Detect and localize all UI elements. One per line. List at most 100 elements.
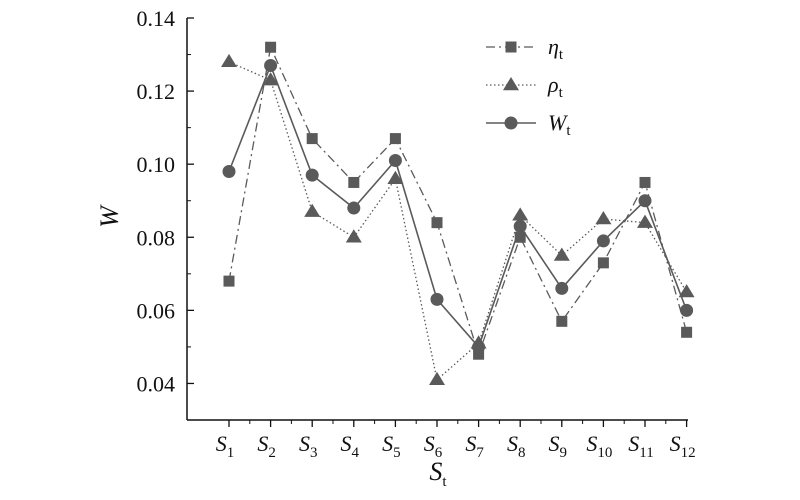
x-tick-label-main: S	[257, 431, 268, 456]
data-point-square	[265, 41, 277, 53]
data-point-triangle	[387, 170, 404, 184]
data-point-circle	[680, 303, 694, 317]
x-axis-ticks: S1 S2 S3 S4 S5 S6 S7 S8 S9 S10 S11 S12	[216, 420, 696, 461]
data-point-circle	[513, 219, 527, 233]
x-tick-label-main: S	[299, 431, 310, 456]
data-point-square	[223, 275, 235, 287]
data-point-square	[556, 315, 568, 327]
x-tick-label: S8	[507, 431, 526, 461]
legend-item: Wt	[486, 110, 571, 139]
data-point-square	[348, 176, 360, 188]
data-point-square	[389, 133, 401, 145]
data-point-circle	[222, 164, 236, 178]
legend-label-sub: t	[566, 123, 571, 139]
x-tick-label-sub: 5	[393, 445, 401, 461]
x-tick-label-sub: 11	[639, 445, 653, 461]
x-tick-label: S4	[341, 431, 360, 461]
data-point-square	[639, 176, 651, 188]
x-tick-label-main: S	[670, 431, 681, 456]
data-point-circle	[430, 292, 444, 306]
x-tick-label: S2	[257, 431, 276, 461]
data-point-circle	[472, 340, 486, 354]
series-layer	[221, 41, 695, 385]
series-line	[228, 45, 688, 357]
x-tick-label-main: S	[341, 431, 352, 456]
series-line	[228, 63, 688, 349]
data-point-square	[681, 326, 693, 338]
x-tick-label: S3	[299, 431, 318, 461]
x-tick-label: S11	[628, 431, 653, 461]
x-tick-label: S12	[670, 431, 696, 461]
x-tick-label: S6	[424, 431, 443, 461]
y-axis-label: W	[95, 204, 124, 228]
y-tick-label: 0.10	[137, 152, 176, 177]
x-tick-label: S7	[465, 431, 484, 461]
data-point-triangle	[345, 229, 362, 243]
x-tick-label-sub: 10	[597, 445, 612, 461]
data-point-triangle	[221, 53, 237, 68]
data-point-square	[514, 231, 526, 243]
series-circle	[222, 59, 694, 354]
x-tick-label-main: S	[586, 431, 597, 456]
x-tick-label-main: S	[549, 431, 560, 456]
x-axis-label: St	[429, 457, 447, 490]
data-point-triangle	[503, 77, 519, 91]
data-point-circle	[555, 281, 569, 295]
y-tick-label: 0.06	[137, 298, 176, 323]
data-point-circle	[596, 234, 610, 248]
legend-label-sub: t	[559, 85, 564, 101]
y-tick-label: 0.04	[137, 371, 176, 396]
x-tick-label-sub: 6	[435, 445, 443, 461]
data-point-triangle	[512, 207, 529, 221]
data-point-square	[505, 41, 517, 53]
data-point-square	[431, 217, 443, 229]
data-point-triangle	[262, 72, 279, 86]
data-point-circle	[638, 194, 652, 208]
series-line	[228, 61, 688, 382]
x-tick-label-sub: 8	[518, 445, 526, 461]
legend-label: ρt	[547, 72, 564, 101]
x-tick-label: S10	[586, 431, 612, 461]
x-tick-label: S5	[382, 431, 401, 461]
legend-label-sub: t	[559, 47, 564, 63]
legend-label: Wt	[548, 110, 571, 139]
y-tick-label: 0.12	[137, 79, 176, 104]
data-point-circle	[347, 201, 361, 215]
x-tick-label-sub: 7	[476, 445, 484, 461]
x-tick-label-main: S	[628, 431, 639, 456]
x-tick-label-sub: 2	[268, 445, 276, 461]
data-point-triangle	[678, 284, 695, 298]
x-tick-label-main: S	[424, 431, 435, 456]
x-tick-label-sub: 1	[227, 445, 235, 461]
data-point-triangle	[304, 203, 321, 217]
legend-item: ρt	[486, 72, 564, 101]
y-axis-ticks: 0.04 0.06 0.08 0.10 0.12 0.14	[137, 6, 194, 396]
x-tick-label-sub: 9	[560, 445, 568, 461]
x-tick-label-sub: 3	[310, 445, 318, 461]
series-square	[223, 41, 693, 360]
data-point-triangle	[637, 214, 653, 228]
legend-label-main: η	[548, 34, 559, 59]
y-tick-label: 0.08	[137, 225, 176, 250]
x-axis-label-sub: t	[442, 474, 447, 490]
data-point-circle	[504, 116, 518, 130]
x-tick-label-main: S	[507, 431, 518, 456]
legend-item: ηt	[486, 34, 564, 63]
data-point-circle	[388, 154, 402, 168]
x-axis-label-main: S	[429, 457, 442, 486]
x-tick-label-main: S	[216, 431, 227, 456]
y-tick-label: 0.14	[137, 6, 176, 31]
data-point-triangle	[553, 247, 570, 261]
data-point-circle	[264, 59, 278, 73]
data-point-triangle	[429, 371, 445, 385]
legend-label: ηt	[548, 34, 564, 63]
data-point-square	[473, 348, 485, 360]
legend-label-main: W	[548, 110, 568, 135]
data-point-square	[597, 257, 609, 269]
data-point-circle	[305, 168, 319, 182]
series-triangle	[221, 53, 695, 385]
x-tick-label: S1	[216, 431, 235, 461]
x-tick-label-sub: 12	[681, 445, 696, 461]
